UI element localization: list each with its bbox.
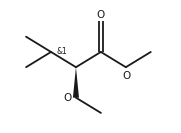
Text: O: O — [122, 71, 131, 81]
Text: &1: &1 — [57, 47, 68, 56]
Polygon shape — [73, 67, 79, 98]
Text: O: O — [64, 93, 72, 103]
Text: O: O — [97, 10, 105, 20]
